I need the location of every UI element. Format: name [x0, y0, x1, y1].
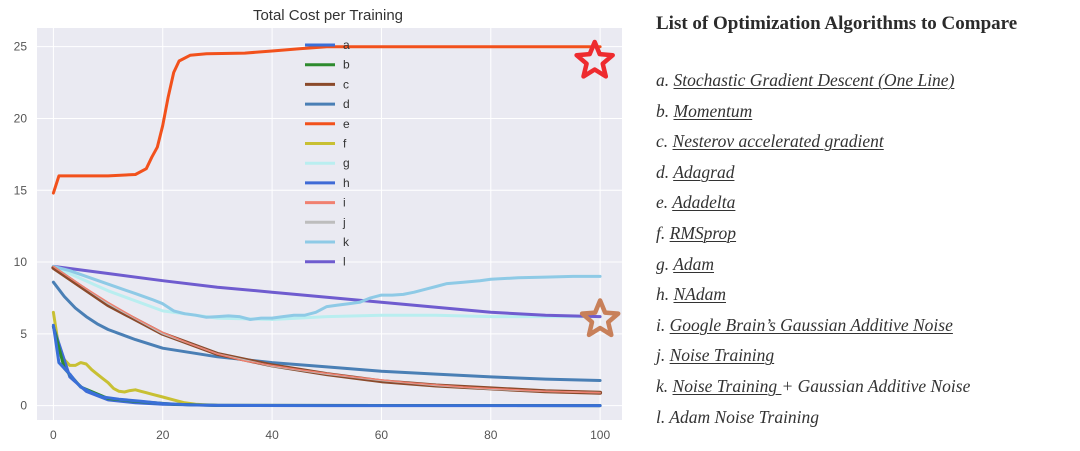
series-line-i [52, 265, 601, 394]
star-markers [574, 39, 621, 338]
y-tick-label: 10 [14, 255, 28, 269]
algorithm-prefix: h. [656, 284, 674, 305]
y-tick-label: 5 [20, 327, 27, 341]
algorithm-item: d. Adagrad [656, 157, 1076, 188]
series-lines [51, 45, 603, 408]
x-tick-label: 0 [50, 428, 57, 442]
red-star-marker [574, 39, 615, 79]
algorithm-prefix: j. [656, 345, 670, 366]
algorithm-link[interactable]: RMSprop [669, 222, 737, 243]
x-tick-label: 40 [265, 428, 279, 442]
algorithm-link[interactable]: Nesterov accelerated gradient [672, 131, 884, 152]
legend-label-l: l [343, 255, 346, 269]
x-tick-label: 100 [590, 428, 610, 442]
algorithm-link[interactable]: Google Brain’s Gaussian Additive Noise [669, 314, 953, 335]
algorithm-prefix: i. [656, 314, 670, 335]
x-tick-label: 60 [375, 428, 389, 442]
algorithm-prefix: k. [656, 375, 673, 396]
x-tick-label: 20 [156, 428, 170, 442]
algorithm-list-panel: List of Optimization Algorithms to Compa… [656, 10, 1076, 432]
legend-label-g: g [343, 156, 350, 170]
algorithm-item: h. NAdam [656, 279, 1076, 310]
series-line-d [51, 280, 602, 382]
algorithm-link[interactable]: Adagrad [673, 161, 735, 182]
legend-label-e: e [343, 117, 350, 131]
legend-label-a: a [343, 38, 350, 52]
algorithm-suffix: + Gaussian Additive Noise [781, 375, 971, 396]
algorithm-link[interactable]: Noise Training [672, 375, 782, 396]
series-line-g [51, 264, 602, 321]
algorithm-prefix: l. Adam Noise Training [656, 406, 820, 427]
algorithm-prefix: e. [656, 192, 673, 213]
legend-label-b: b [343, 58, 350, 72]
legend-label-k: k [343, 235, 350, 249]
series-line-l [51, 264, 602, 319]
x-tick-label: 80 [484, 428, 498, 442]
panel-title: List of Optimization Algorithms to Compa… [656, 13, 1018, 34]
legend-label-d: d [343, 97, 350, 111]
algorithm-item: i. Google Brain’s Gaussian Additive Nois… [656, 310, 1076, 341]
algorithm-item: e. Adadelta [656, 187, 1076, 218]
legend-label-i: i [343, 196, 346, 210]
series-line-f [51, 310, 219, 407]
algorithm-item: b. Momentum [656, 96, 1076, 127]
legend-label-f: f [343, 137, 347, 151]
series-line-a [51, 323, 602, 408]
y-tick-label: 20 [14, 111, 28, 125]
algorithm-link[interactable]: Noise Training [669, 345, 775, 366]
y-tick-label: 15 [14, 183, 28, 197]
algorithm-prefix: f. [656, 222, 670, 243]
algorithm-item: l. Adam Noise Training [656, 402, 1076, 433]
algorithm-link[interactable]: Adam [673, 253, 715, 274]
algorithm-prefix: a. [656, 70, 674, 90]
y-tick-label: 0 [20, 399, 27, 413]
x-axis: 0 20 40 60 80 100 [50, 428, 610, 442]
algorithm-item: a. Stochastic Gradient Descent (One Line… [656, 65, 1076, 96]
legend-label-c: c [343, 77, 349, 91]
chart-title: Total Cost per Training [253, 7, 403, 24]
series-line-k [51, 264, 602, 321]
legend-label-j: j [342, 215, 346, 229]
algorithm-link[interactable]: Adadelta [672, 192, 736, 213]
brown-star-marker [579, 298, 621, 338]
algorithm-prefix: g. [656, 253, 674, 274]
algorithm-prefix: d. [656, 161, 674, 182]
plot-background [37, 28, 622, 420]
algorithm-item: f. RMSprop [656, 218, 1076, 249]
algorithm-list: a. Stochastic Gradient Descent (One Line… [656, 65, 1076, 432]
algorithm-link[interactable]: Stochastic Gradient Descent (One Line) [673, 70, 955, 90]
series-line-e [51, 45, 602, 195]
algorithm-item: j. Noise Training [656, 340, 1076, 371]
algorithm-item: k. Noise Training + Gaussian Additive No… [656, 371, 1076, 402]
y-tick-label: 25 [14, 40, 28, 54]
algorithm-prefix: b. [656, 100, 674, 121]
y-axis: 0 5 10 15 20 25 [14, 40, 28, 413]
legend-label-h: h [343, 176, 350, 190]
algorithm-item: g. Adam [656, 249, 1076, 280]
algorithm-link[interactable]: NAdam [673, 284, 727, 305]
algorithm-prefix: c. [656, 131, 673, 152]
algorithm-item: c. Nesterov accelerated gradient [656, 126, 1076, 157]
algorithm-link[interactable]: Momentum [673, 100, 753, 121]
